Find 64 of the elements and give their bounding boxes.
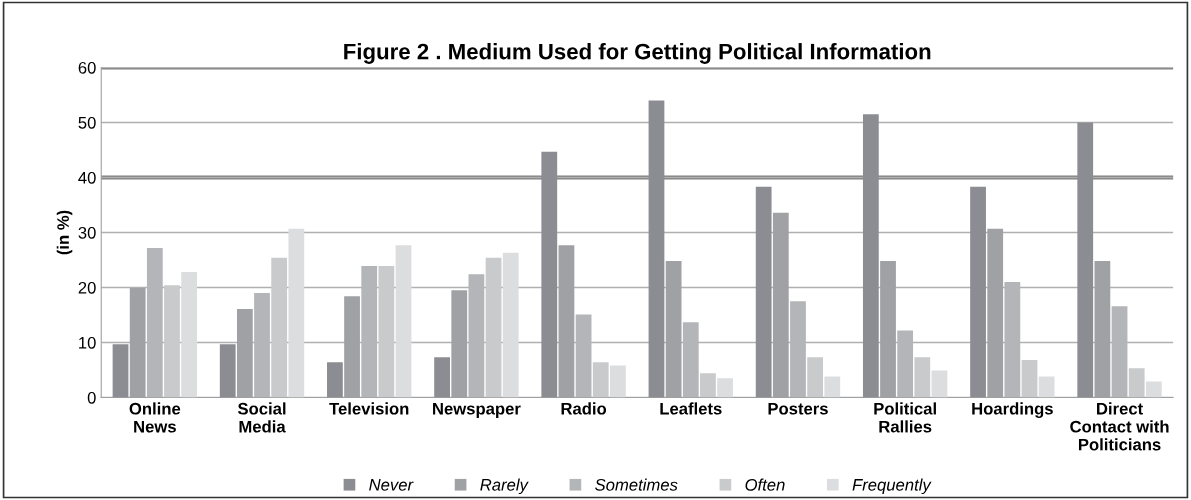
bar xyxy=(648,100,665,398)
legend-label: Rarely xyxy=(480,478,529,495)
x-tick-label: Online News xyxy=(129,402,181,433)
x-tick-label: Leaflets xyxy=(660,402,722,415)
bar xyxy=(219,344,236,398)
x-tick-label: Social Media xyxy=(237,402,286,433)
bar xyxy=(807,357,824,398)
bar xyxy=(344,296,360,398)
x-tick-label: Hoardings xyxy=(972,402,1053,418)
bar xyxy=(271,257,288,398)
bar xyxy=(755,186,772,398)
bar xyxy=(378,266,395,398)
bar xyxy=(665,261,682,398)
legend-label: Never xyxy=(369,479,414,491)
bar xyxy=(880,261,896,398)
chart-title: Figure 2 . Medium Used for Getting Political Information xyxy=(344,43,931,64)
y-tick-label: 30 xyxy=(78,226,96,239)
bar xyxy=(1021,360,1038,398)
bar xyxy=(862,114,879,398)
x-tick-label: Posters xyxy=(768,402,828,415)
legend-label: Sometimes xyxy=(595,478,678,491)
bar xyxy=(610,365,626,398)
bar xyxy=(502,252,519,398)
y-tick-label: 40 xyxy=(78,171,96,184)
bar xyxy=(541,151,558,398)
bar xyxy=(987,228,1004,398)
bar xyxy=(485,257,502,398)
bar xyxy=(395,245,412,398)
legend-label: Often xyxy=(745,478,785,491)
bar xyxy=(558,245,575,398)
bar xyxy=(772,212,789,398)
y-axis-title: (in %) xyxy=(56,210,73,255)
bar xyxy=(931,370,948,398)
y-tick-label: 60 xyxy=(78,61,96,74)
bar xyxy=(1145,381,1162,398)
bar xyxy=(1077,122,1094,398)
bar xyxy=(164,285,180,398)
bar xyxy=(112,344,129,398)
bar xyxy=(129,288,146,398)
bar xyxy=(288,228,305,398)
legend-label: Frequently xyxy=(852,478,932,495)
y-tick-label: 50 xyxy=(78,116,96,129)
bar xyxy=(181,272,198,398)
bar xyxy=(1094,261,1111,398)
bar xyxy=(970,186,986,398)
y-tick-label: 10 xyxy=(79,336,96,349)
x-tick-label: Radio xyxy=(561,402,607,415)
bar xyxy=(700,373,716,398)
bar xyxy=(236,308,253,398)
bar xyxy=(824,376,841,398)
y-tick-label: 20 xyxy=(78,281,96,294)
bar xyxy=(1038,376,1055,398)
x-tick-label: Television xyxy=(329,402,409,415)
y-tick-label: 0 xyxy=(87,391,96,404)
x-tick-label: Newspaper xyxy=(433,402,521,418)
bar xyxy=(434,357,450,398)
x-tick-label: Political Rallies xyxy=(874,402,936,433)
bar xyxy=(914,357,931,398)
x-tick-label: Direct Contact with Politicians xyxy=(1070,402,1169,451)
bar xyxy=(327,362,343,398)
bar xyxy=(717,378,733,398)
bar xyxy=(1128,368,1145,398)
bar xyxy=(592,362,609,398)
bar xyxy=(451,290,468,398)
